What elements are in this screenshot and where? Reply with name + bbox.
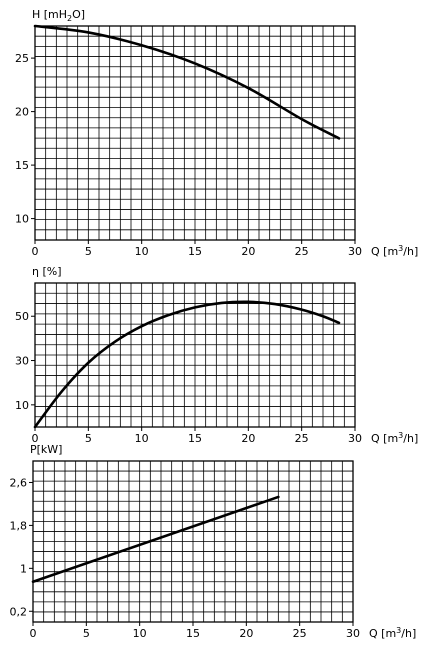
power-xtick-label: 5 bbox=[83, 627, 90, 640]
head-chart: 0 5 10 15 20 25 30 10 15 20 25 H [mH2O] Q [m3/h] bbox=[15, 8, 418, 258]
power-xtick-label: 10 bbox=[133, 627, 147, 640]
power-curve bbox=[31, 495, 280, 584]
power-xtick-label: 15 bbox=[186, 627, 200, 640]
head-xlabel: Q [m3/h] bbox=[371, 244, 418, 258]
power-grid bbox=[33, 461, 353, 622]
head-xtick-label: 0 bbox=[32, 245, 39, 258]
head-ylabel: H [mH2O] bbox=[32, 8, 85, 23]
head-grid bbox=[35, 26, 355, 240]
power-chart: 0 5 10 15 20 25 30 0,2 1 1,8 2,6 P[kW] Q [m3/h] bbox=[10, 443, 417, 640]
power-xtick-label: 25 bbox=[293, 627, 307, 640]
efficiency-chart: 0 5 10 15 20 25 30 10 30 50 η [%] Q [m3/h] bbox=[15, 265, 418, 445]
efficiency-ytick-label: 30 bbox=[15, 355, 29, 368]
efficiency-xlabel: Q [m3/h] bbox=[371, 431, 418, 445]
power-xlabel: Q [m3/h] bbox=[369, 626, 416, 640]
efficiency-ytick-label: 50 bbox=[15, 310, 29, 323]
efficiency-grid bbox=[35, 283, 355, 427]
head-ytick-label: 10 bbox=[15, 213, 29, 226]
head-xtick-label: 20 bbox=[241, 245, 255, 258]
head-xtick-label: 25 bbox=[295, 245, 309, 258]
head-ytick-label: 15 bbox=[15, 159, 29, 172]
power-xtick-label: 0 bbox=[30, 627, 37, 640]
power-ytick-label: 0,2 bbox=[10, 605, 28, 618]
efficiency-xtick-label: 15 bbox=[188, 432, 202, 445]
power-xtick-label: 30 bbox=[346, 627, 360, 640]
head-xtick-label: 15 bbox=[188, 245, 202, 258]
head-ytick-label: 25 bbox=[15, 52, 29, 65]
power-ytick-label: 1 bbox=[20, 562, 27, 575]
head-curve bbox=[33, 24, 341, 140]
power-ytick-label: 2,6 bbox=[10, 476, 28, 489]
head-xtick-label: 30 bbox=[348, 245, 362, 258]
head-xtick-label: 5 bbox=[85, 245, 92, 258]
power-ytick-label: 1,8 bbox=[10, 519, 28, 532]
efficiency-ylabel: η [%] bbox=[32, 265, 62, 278]
efficiency-xtick-label: 10 bbox=[135, 432, 149, 445]
efficiency-xtick-label: 5 bbox=[85, 432, 92, 445]
efficiency-curve bbox=[33, 300, 341, 429]
head-ytick-label: 20 bbox=[15, 106, 29, 119]
head-xtick-label: 10 bbox=[135, 245, 149, 258]
efficiency-ytick-label: 10 bbox=[15, 399, 29, 412]
efficiency-xtick-label: 20 bbox=[241, 432, 255, 445]
power-xtick-label: 20 bbox=[239, 627, 253, 640]
power-ylabel: P[kW] bbox=[30, 443, 62, 456]
efficiency-xtick-label: 30 bbox=[348, 432, 362, 445]
efficiency-xtick-label: 25 bbox=[295, 432, 309, 445]
efficiency-xtick-label: 0 bbox=[32, 432, 39, 445]
